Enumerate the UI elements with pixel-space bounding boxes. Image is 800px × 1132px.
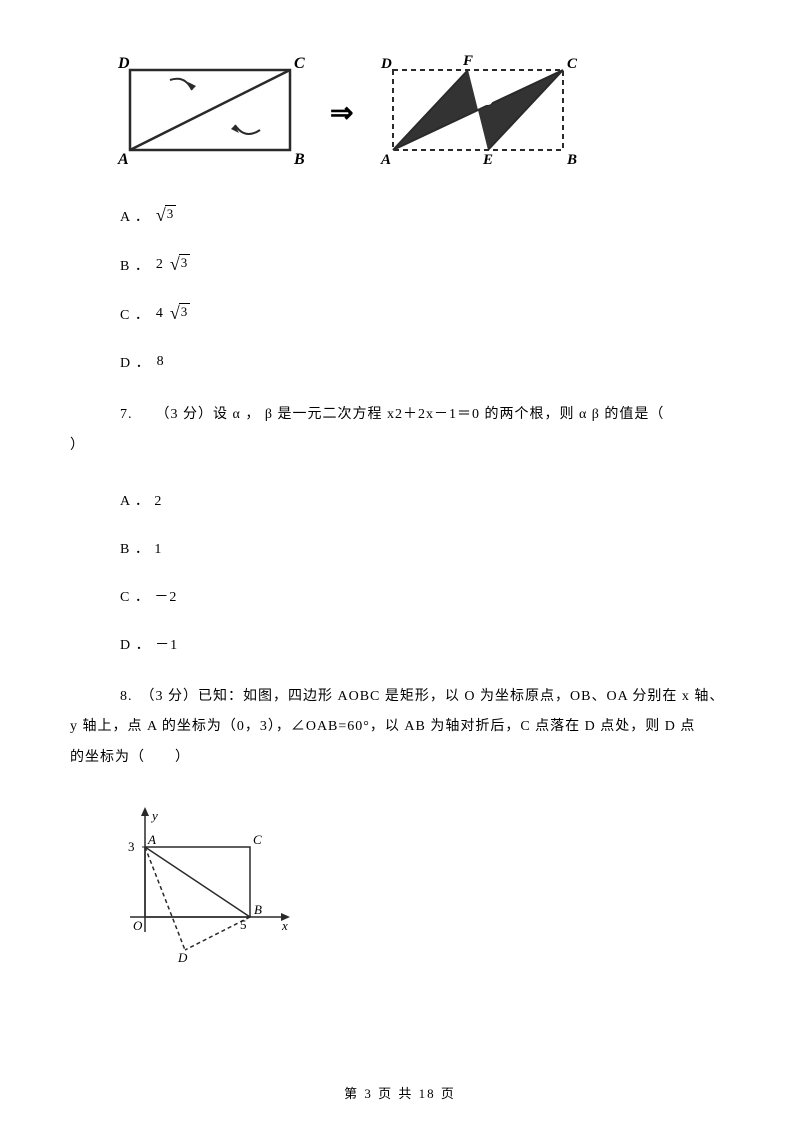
label-D2: D bbox=[380, 56, 392, 72]
option-q7-B: B ． 1 bbox=[120, 538, 730, 558]
option-label: A ． bbox=[120, 206, 150, 226]
option-label: D ． bbox=[120, 352, 151, 372]
q8-line3: 的坐标为（ ） bbox=[70, 743, 730, 774]
option-text: 8 bbox=[157, 354, 165, 370]
option-q6-C: C ． 4 √3 bbox=[120, 303, 730, 324]
label-B3: B bbox=[254, 902, 262, 917]
label-D3: D bbox=[177, 950, 188, 962]
arrow-icon: ⇒ bbox=[330, 96, 353, 130]
label-O2: O bbox=[133, 918, 143, 933]
option-pre: 4 bbox=[156, 306, 164, 322]
figure1-row: D C A B ⇒ D F C A E B O bbox=[110, 50, 730, 175]
figure1-left: D C A B bbox=[110, 50, 310, 175]
label-x: x bbox=[281, 918, 288, 933]
option-q6-D: D ． 8 bbox=[120, 352, 730, 372]
label-A2: A bbox=[380, 152, 391, 168]
question-8: 8. （3 分）已知：如图，四边形 AOBC 是矩形，以 O 为坐标原点，OB、… bbox=[70, 682, 730, 774]
question-7: 7. （3 分）设 α ， β 是一元二次方程 x2＋2x－1＝0 的两个根，则… bbox=[70, 400, 730, 462]
figure2: y x O 3 A C B 5 D bbox=[110, 802, 730, 967]
option-q7-C: C ． －2 bbox=[120, 586, 730, 606]
q7-stem-close: ） bbox=[70, 431, 730, 462]
option-pre: 2 bbox=[156, 257, 164, 273]
option-label: B ． bbox=[120, 255, 150, 275]
label-E: E bbox=[482, 152, 493, 168]
option-label: C ． bbox=[120, 304, 150, 324]
label-F: F bbox=[462, 53, 473, 69]
figure1-right: D F C A E B O bbox=[373, 50, 583, 175]
label-B: B bbox=[293, 151, 305, 168]
option-q6-B: B ． 2 √3 bbox=[120, 254, 730, 275]
sqrt-icon: √3 bbox=[170, 254, 190, 275]
option-q7-D: D ． －1 bbox=[120, 634, 730, 654]
label-3: 3 bbox=[128, 839, 135, 854]
label-A: A bbox=[117, 151, 129, 168]
q8-line1: 8. （3 分）已知：如图，四边形 AOBC 是矩形，以 O 为坐标原点，OB、… bbox=[70, 682, 730, 713]
option-q6-A: A ． √3 bbox=[120, 205, 730, 226]
label-O: O bbox=[483, 94, 493, 109]
label-B2: B bbox=[566, 152, 577, 168]
sqrt-icon: √3 bbox=[156, 205, 176, 226]
label-y: y bbox=[150, 808, 158, 823]
label-5: 5 bbox=[240, 917, 247, 932]
q8-line2: y 轴上，点 A 的坐标为（0，3），∠OAB=60°，以 AB 为轴对折后，C… bbox=[70, 712, 730, 743]
label-C3: C bbox=[253, 832, 262, 847]
option-q7-A: A ． 2 bbox=[120, 490, 730, 510]
label-D: D bbox=[117, 55, 130, 72]
label-A3: A bbox=[147, 832, 156, 847]
page-footer: 第 3 页 共 18 页 bbox=[0, 1083, 800, 1102]
label-C: C bbox=[294, 55, 305, 72]
sqrt-icon: √3 bbox=[170, 303, 190, 324]
q7-stem-line1: 7. （3 分）设 α ， β 是一元二次方程 x2＋2x－1＝0 的两个根，则… bbox=[70, 400, 730, 431]
label-C2: C bbox=[567, 56, 578, 72]
